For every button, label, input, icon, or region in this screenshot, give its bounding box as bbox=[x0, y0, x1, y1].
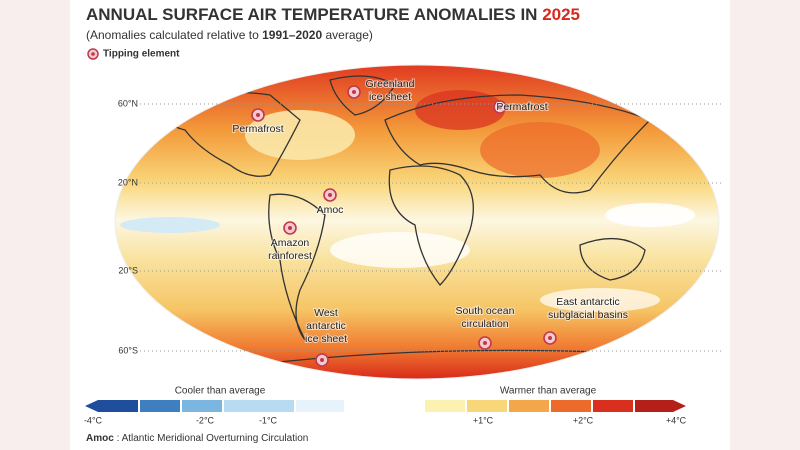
title-year: 2025 bbox=[542, 5, 580, 24]
color-scale: Cooler than average Warmer than average … bbox=[84, 386, 687, 426]
tipping-label: Permafrost bbox=[496, 101, 547, 113]
title: ANNUAL SURFACE AIR TEMPERATURE ANOMALIES… bbox=[86, 5, 580, 24]
tipping-icon-dot bbox=[320, 358, 324, 362]
footnote: Amoc : Atlantic Meridional Overturning C… bbox=[86, 433, 308, 444]
latitude-label: 60°S bbox=[118, 345, 138, 355]
tipping-icon-dot bbox=[256, 113, 260, 117]
tipping-label: East antarctic bbox=[556, 296, 620, 308]
subtitle: (Anomalies calculated relative to 1991–2… bbox=[86, 28, 373, 42]
latitudes: 60°N 20°N 20°S 60°S bbox=[118, 98, 722, 355]
legend-label: Tipping element bbox=[103, 49, 180, 60]
legend-icon-dot bbox=[91, 52, 95, 56]
tipping-label: Permafrost bbox=[232, 123, 283, 135]
scale-tick: -4°C bbox=[84, 415, 103, 425]
title-text: ANNUAL SURFACE AIR TEMPERATURE ANOMALIES… bbox=[86, 5, 542, 24]
scale-swatch bbox=[551, 400, 591, 412]
tipping-icon-dot bbox=[498, 105, 502, 109]
scale-swatch bbox=[635, 400, 673, 412]
map-border bbox=[114, 64, 720, 380]
scale-tick: +4°C bbox=[666, 415, 687, 425]
tipping-label: ice sheet bbox=[369, 91, 411, 103]
scale-tick: +1°C bbox=[473, 415, 494, 425]
tipping-icon-dot bbox=[328, 193, 332, 197]
scale-swatch bbox=[425, 400, 465, 412]
tipping-icon-dot bbox=[548, 336, 552, 340]
footnote-term: Amoc bbox=[86, 433, 114, 444]
latitude-label: 20°N bbox=[118, 177, 138, 187]
tipping-icon-dot bbox=[288, 226, 292, 230]
latitude-label: 20°S bbox=[118, 265, 138, 275]
scale-arrow bbox=[673, 400, 686, 412]
tipping-label: rainforest bbox=[268, 250, 312, 262]
tipping-label: circulation bbox=[461, 318, 508, 330]
footnote-definition: : Atlantic Meridional Overturning Circul… bbox=[114, 433, 309, 444]
scale-arrow bbox=[85, 400, 98, 412]
scale-label: Cooler than average bbox=[175, 386, 266, 397]
scale-swatch bbox=[140, 400, 180, 412]
scale-tick: -2°C bbox=[196, 415, 215, 425]
tipping-icon-dot bbox=[483, 341, 487, 345]
tipping-label: ice sheet bbox=[305, 333, 347, 345]
tipping-label: West bbox=[314, 307, 338, 319]
subtitle-period: 1991–2020 bbox=[262, 28, 322, 42]
scale-swatch bbox=[593, 400, 633, 412]
scale-swatch bbox=[467, 400, 507, 412]
tipping-icon-dot bbox=[352, 90, 356, 94]
tipping-label: Amoc bbox=[317, 204, 344, 216]
scale-swatch bbox=[224, 400, 294, 412]
subtitle-text: average) bbox=[322, 28, 373, 42]
scale-swatch bbox=[296, 400, 344, 412]
scale-swatch bbox=[182, 400, 222, 412]
subtitle-text: (Anomalies calculated relative to bbox=[86, 28, 262, 42]
tipping-label: South ocean bbox=[456, 305, 515, 317]
map bbox=[115, 65, 719, 379]
scale-swatch bbox=[98, 400, 138, 412]
scale-label: Warmer than average bbox=[500, 386, 597, 397]
tipping-label: Greenland bbox=[365, 78, 414, 90]
scale-swatch bbox=[509, 400, 549, 412]
tipping-label: subglacial basins bbox=[548, 309, 628, 321]
latitude-label: 60°N bbox=[118, 98, 138, 108]
tipping-label: antarctic bbox=[306, 320, 346, 332]
scale-tick: -1°C bbox=[259, 415, 278, 425]
tipping-label: Amazon bbox=[271, 237, 310, 249]
scale-tick: +2°C bbox=[573, 415, 594, 425]
